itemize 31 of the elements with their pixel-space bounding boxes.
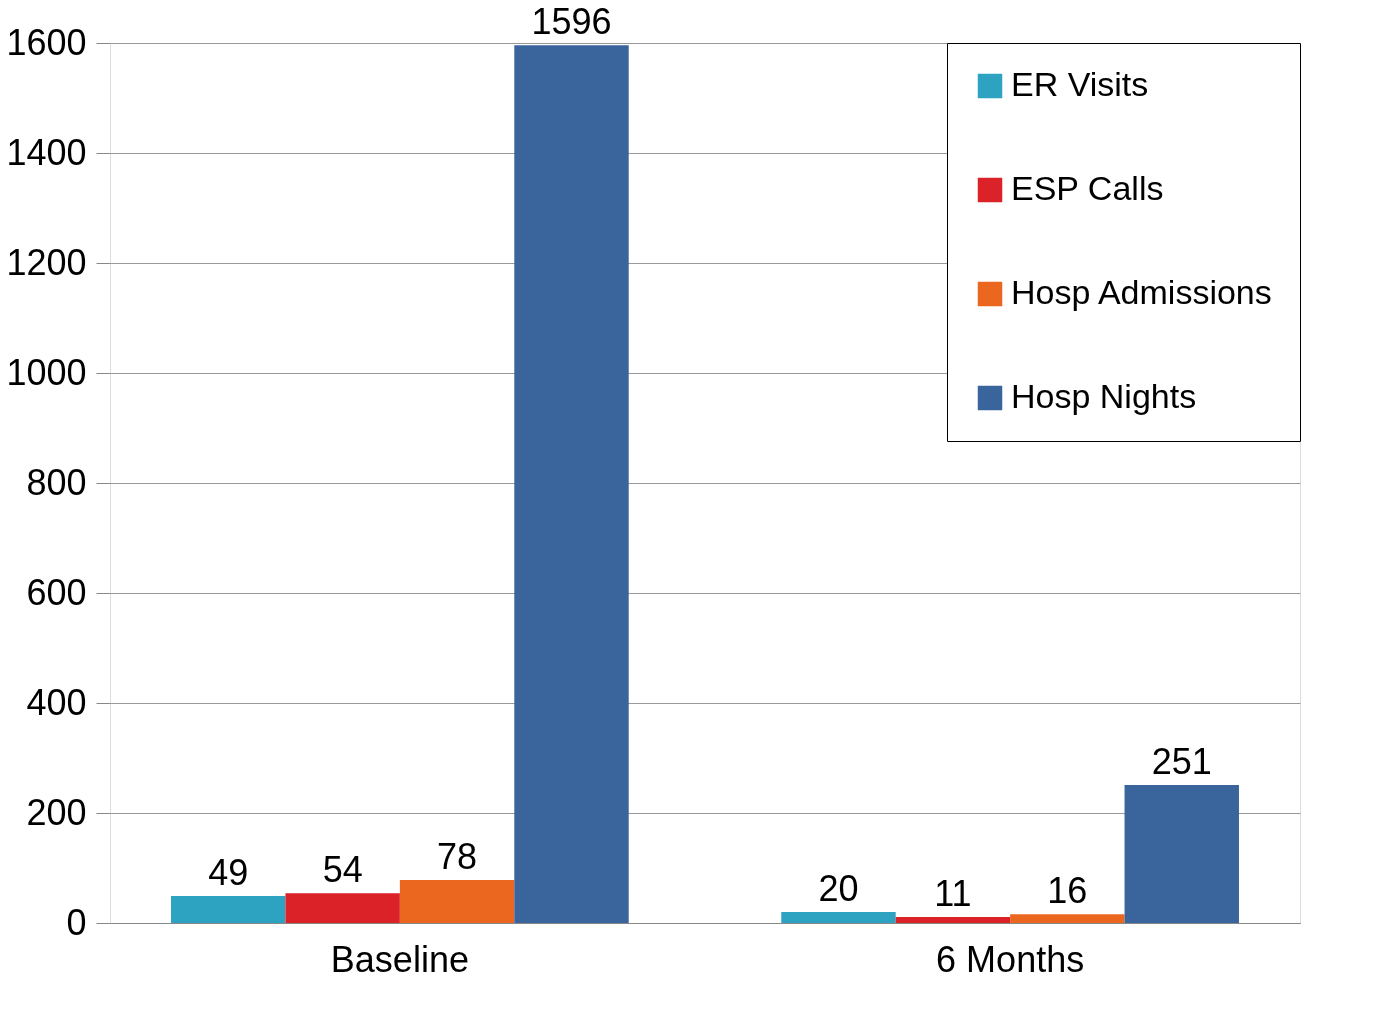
legend-label: Hosp Nights bbox=[1011, 377, 1197, 415]
bar bbox=[1010, 914, 1125, 923]
y-tick-label: 200 bbox=[26, 791, 87, 833]
legend-label: ER Visits bbox=[1011, 65, 1149, 103]
bar bbox=[1124, 784, 1239, 923]
legend-label: ESP Calls bbox=[1011, 169, 1164, 207]
data-label: 20 bbox=[818, 868, 859, 909]
y-tick-label: 1200 bbox=[6, 241, 87, 283]
y-tick-label: 600 bbox=[26, 571, 87, 613]
bar bbox=[399, 880, 515, 923]
data-label: 78 bbox=[437, 836, 478, 878]
x-tick-label: Baseline bbox=[330, 938, 469, 980]
y-tick-label: 400 bbox=[26, 681, 87, 723]
data-label: 16 bbox=[1047, 870, 1088, 912]
bar bbox=[895, 916, 1011, 923]
data-label: 11 bbox=[934, 872, 972, 914]
legend-label: Hosp Admissions bbox=[1011, 273, 1272, 311]
y-tick-label: 0 bbox=[66, 901, 87, 943]
bar bbox=[781, 912, 896, 923]
bar bbox=[514, 45, 629, 923]
y-tick-label: 1000 bbox=[6, 351, 87, 393]
y-tick-label: 1400 bbox=[6, 131, 87, 173]
data-label: 54 bbox=[322, 849, 363, 891]
data-label: 251 bbox=[1151, 740, 1212, 782]
bar bbox=[285, 893, 400, 923]
y-tick-label: 800 bbox=[26, 461, 87, 503]
y-tick-label: 1600 bbox=[6, 21, 87, 63]
data-label: 49 bbox=[208, 852, 249, 894]
bar bbox=[171, 896, 286, 923]
data-label: 1596 bbox=[531, 1, 612, 43]
x-tick-label: 6 Months bbox=[936, 938, 1085, 980]
